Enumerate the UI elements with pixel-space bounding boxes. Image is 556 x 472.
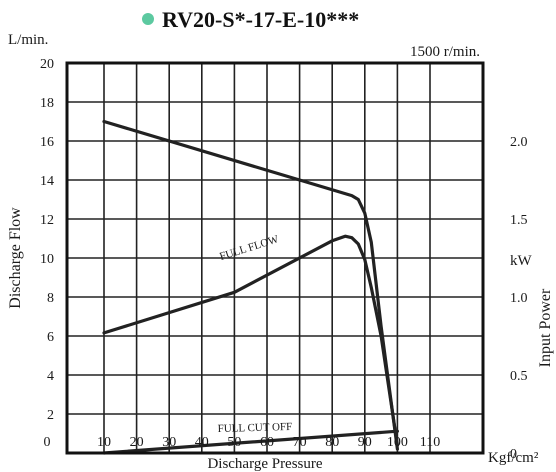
y-tick-label-right: 0.5 [510,369,528,384]
y-tick-label-right: 1.5 [510,213,528,228]
y-unit-left: L/min. [8,32,48,48]
y-tick-label-right: 2.0 [510,135,528,150]
x-tick-label: 70 [293,435,307,450]
y-tick-label-left: 14 [40,174,54,189]
y-tick-label-left: 8 [47,291,54,306]
y-tick-label-left: 4 [47,369,54,384]
y-axis-label-right: Input Power [537,288,554,367]
y-unit-right: kW [510,253,533,269]
y-tick-label-left: 2 [47,408,54,423]
y-tick-label-right: 1.0 [510,291,528,306]
plot-frame [65,61,485,455]
x-tick-label: 80 [325,435,339,450]
speed-note: 1500 r/min. [410,44,480,60]
x-axis-label: Discharge Pressure [207,456,322,472]
x-tick-label: 110 [420,435,440,450]
origin-label: 0 [44,435,51,450]
x-tick-label: 20 [130,435,144,450]
chart-title: RV20-S*-17-E-10*** [162,7,359,32]
input-power-full-cut-off-line [102,429,399,455]
title-marker-icon [142,13,154,25]
y-tick-label-right: 0 [510,447,517,462]
x-tick-label: 30 [162,435,176,450]
y-axis-label-left: Discharge Flow [7,207,24,309]
input-power-full-flow-line [102,234,399,447]
tick-labels: 10 20 30 40 50 60 70 80 90 100 110 2 4 6 8 10 12 14 16 18 20… [40,57,528,462]
y-tick-label-left: 10 [40,252,54,267]
x-tick-label: 10 [97,435,111,450]
y-tick-label-left: 16 [40,135,54,150]
y-tick-label-left: 12 [40,213,54,228]
x-tick-label: 60 [260,435,274,450]
x-tick-label: 40 [195,435,209,450]
x-tick-label: 50 [227,435,241,450]
series-label-full-cut-off: FULL CUT OFF [217,421,292,435]
x-tick-label: 100 [387,435,408,450]
y-tick-label-left: 20 [40,57,54,72]
grid-lines [67,62,483,453]
discharge-flow-line [102,119,399,451]
x-unit: Kgf/cm² [488,450,539,466]
series-lines [102,119,399,455]
y-tick-label-left: 18 [40,96,54,111]
y-tick-label-left: 6 [47,330,54,345]
x-tick-label: 90 [358,435,372,450]
